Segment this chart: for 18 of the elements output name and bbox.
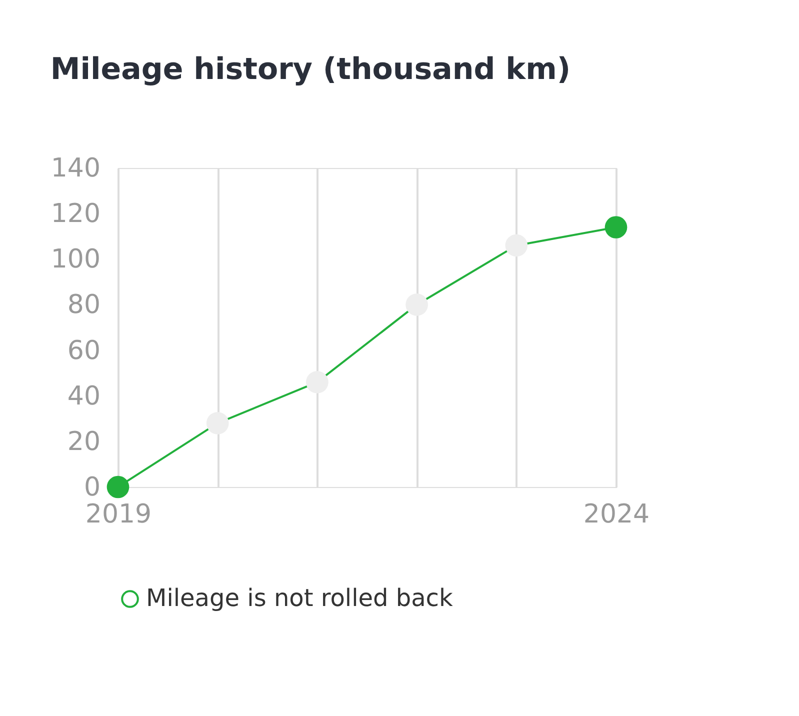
legend-label: Mileage is not rolled back (146, 584, 454, 612)
y-tick-label: 40 (67, 381, 100, 412)
y-tick-label: 140 (50, 154, 100, 184)
point (505, 234, 528, 257)
x-tick-label: 2024 (583, 500, 650, 530)
point (406, 294, 428, 316)
y-tick-label: 100 (50, 244, 100, 275)
y-tick-label: 0 (84, 472, 100, 502)
y-tick-label: 80 (67, 290, 100, 320)
y-tick-label: 60 (67, 336, 100, 366)
y-tick-label: 20 (67, 426, 100, 457)
point (306, 371, 328, 394)
y-tick-label: 120 (50, 199, 100, 230)
point (604, 216, 628, 238)
point (106, 476, 130, 498)
point (206, 412, 229, 434)
x-tick-label: 2019 (85, 500, 152, 530)
chart-title: Mileage history (thousand km) (50, 52, 571, 87)
